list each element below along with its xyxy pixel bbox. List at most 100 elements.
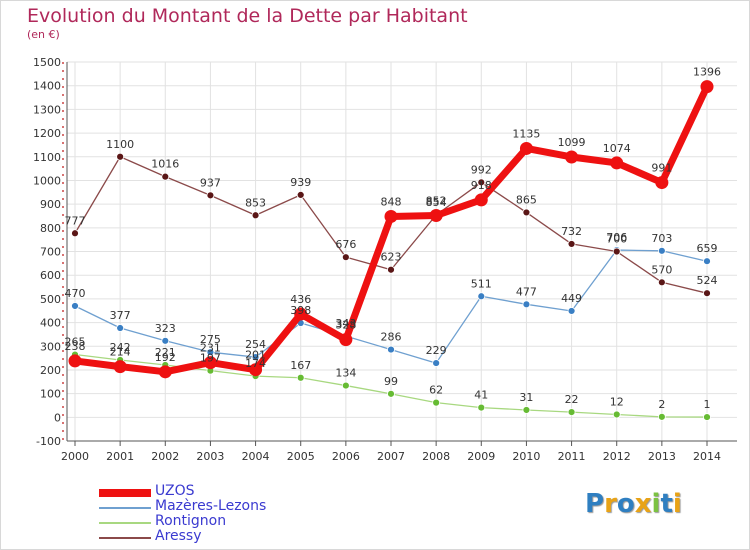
point-uzos (294, 307, 308, 321)
point-rontignon (703, 413, 711, 421)
data-label-aressy: 777 (65, 214, 86, 227)
data-label-uzos: 328 (335, 319, 356, 332)
point-uzos (203, 356, 217, 370)
y-tick-label: 100 (40, 388, 61, 401)
y-tick-label: 0 (54, 411, 61, 424)
data-label-uzos: 214 (110, 346, 131, 359)
point-aressy (251, 211, 260, 220)
point-maz-res-lezons (477, 292, 486, 301)
x-tick-label: 2004 (242, 450, 270, 463)
point-rontignon (567, 408, 576, 417)
axes: -100 0 100 200 300 400 500 600 700 800 900 1000 1100… (33, 56, 737, 463)
y-tick-label: 900 (40, 198, 61, 211)
point-maz-res-lezons (703, 257, 711, 266)
data-label-maz-res-lezons: 706 (606, 231, 627, 244)
y-tick-label: 1000 (33, 174, 61, 187)
data-label-uzos: 192 (155, 351, 176, 364)
data-label-uzos: 231 (200, 342, 221, 355)
point-aressy (296, 190, 305, 199)
legend-label: Rontignon (155, 513, 227, 529)
point-uzos (610, 156, 624, 170)
data-label-aressy: 865 (516, 193, 537, 206)
y-tick-label: 200 (40, 364, 61, 377)
point-maz-res-lezons (251, 353, 260, 362)
data-label-maz-res-lezons: 511 (471, 277, 492, 290)
logo-letter: x (634, 489, 652, 519)
data-label-aressy: 524 (697, 274, 718, 287)
data-label-uzos: 1135 (512, 127, 540, 140)
data-label-aressy: 992 (471, 163, 492, 176)
legend-swatch (99, 507, 151, 509)
x-tick-label: 2009 (467, 450, 495, 463)
x-tick-label: 2010 (512, 450, 540, 463)
point-aressy (116, 152, 125, 161)
x-tick-label: 2001 (106, 450, 134, 463)
x-tick-label: 2000 (61, 450, 89, 463)
x-tick-label: 2006 (332, 450, 360, 463)
data-label-aressy: 1016 (151, 158, 179, 171)
point-uzos (565, 150, 579, 164)
logo-letter: o (616, 489, 635, 519)
data-label-uzos: 848 (381, 195, 402, 208)
point-uzos (158, 365, 172, 379)
chart-title: Evolution du Montant de la Dette par Hab… (27, 5, 468, 27)
y-tick-label: 500 (40, 293, 61, 306)
data-label-rontignon: 99 (384, 375, 398, 388)
proxiti-logo: Proxiti (585, 489, 682, 519)
data-label-maz-res-lezons: 323 (155, 322, 176, 335)
legend-label: Aressy (155, 528, 202, 544)
x-tick-label: 2014 (693, 450, 721, 463)
logo-letter: P (585, 489, 605, 519)
legend-item-aressy: Aressy (99, 528, 319, 545)
data-label-aressy: 623 (381, 251, 402, 264)
y-tick-label: 1100 (33, 151, 61, 164)
point-uzos (519, 141, 533, 155)
data-label-aressy: 570 (651, 263, 672, 276)
data-label-rontignon: 2 (658, 398, 665, 411)
logo-letter: t (660, 489, 673, 519)
data-label-rontignon: 134 (335, 367, 356, 380)
x-tick-label: 2008 (422, 450, 450, 463)
point-uzos (68, 354, 82, 368)
data-label-rontignon: 22 (565, 393, 579, 406)
data-label-aressy: 937 (200, 176, 221, 189)
legend-item-maz-res-lezons: Mazères-Lezons (99, 498, 319, 515)
point-uzos (474, 193, 488, 207)
legend-label: UZOS (155, 483, 195, 499)
data-label-maz-res-lezons: 286 (381, 331, 402, 344)
y-tick-label: -100 (36, 435, 61, 448)
point-uzos (655, 176, 669, 190)
point-uzos (700, 80, 714, 94)
point-rontignon (612, 410, 621, 419)
logo-letter: i (651, 489, 661, 519)
point-aressy (657, 278, 666, 287)
data-label-rontignon: 174 (245, 357, 266, 370)
point-maz-res-lezons (522, 300, 531, 309)
point-rontignon (657, 412, 666, 421)
legend-swatch (99, 522, 151, 524)
point-aressy (522, 208, 531, 217)
point-aressy (387, 265, 395, 274)
y-tick-label: 800 (40, 222, 61, 235)
data-label-uzos: 436 (290, 293, 311, 306)
legend-swatch (99, 489, 151, 497)
point-uzos (384, 209, 398, 223)
point-rontignon (432, 398, 441, 407)
y-tick-label: 600 (40, 269, 61, 282)
data-label-rontignon: 221 (155, 346, 176, 359)
y-tick-label: 300 (40, 340, 61, 353)
data-label-maz-res-lezons: 659 (697, 242, 718, 255)
data-label-maz-res-lezons: 449 (561, 292, 582, 305)
legend: UZOS Mazères-Lezons Rontignon Aressy (99, 483, 319, 545)
data-label-maz-res-lezons: 703 (651, 232, 672, 245)
point-aressy (567, 240, 576, 248)
data-label-maz-res-lezons: 477 (516, 285, 537, 298)
data-label-rontignon: 12 (610, 395, 624, 408)
data-label-uzos: 238 (65, 340, 86, 353)
y-tick-label: 700 (40, 246, 61, 259)
x-tick-label: 2007 (377, 450, 405, 463)
point-rontignon (296, 373, 305, 382)
chart-unit: (en €) (27, 28, 60, 41)
